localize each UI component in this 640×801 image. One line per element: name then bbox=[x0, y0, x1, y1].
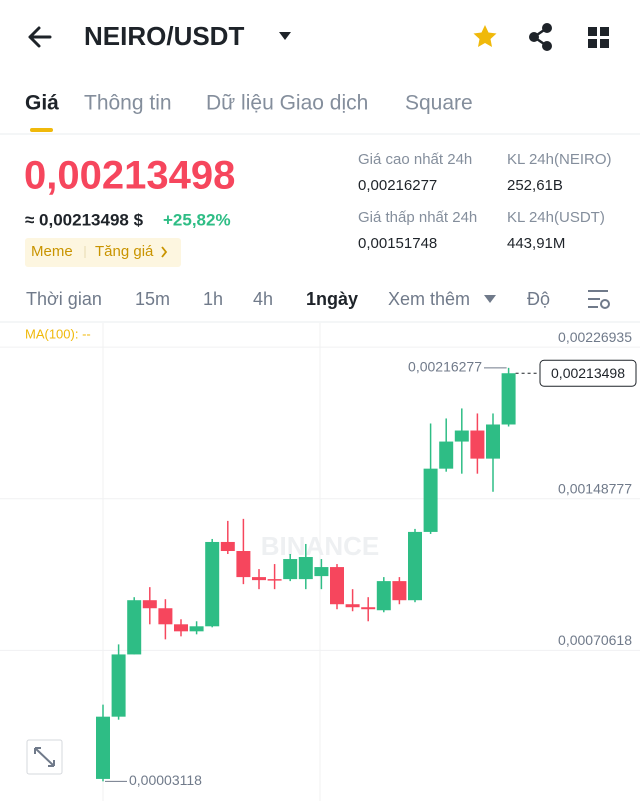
candle-body bbox=[96, 716, 110, 779]
tag-chevron bbox=[161, 246, 168, 258]
interval[interactable]: Xem thêm bbox=[388, 289, 470, 309]
favorite-star[interactable] bbox=[473, 25, 497, 47]
layout-button[interactable] bbox=[588, 27, 609, 48]
candle-body bbox=[376, 581, 391, 611]
last-price-label: 0,00213498 bbox=[551, 365, 625, 381]
candle-body bbox=[252, 577, 266, 581]
interval[interactable]: 1ngày bbox=[306, 289, 358, 309]
stat-value: 443,91M bbox=[507, 235, 565, 252]
y-tick-label: 0,00226935 bbox=[558, 329, 632, 345]
candle-body bbox=[111, 654, 126, 717]
tab-indicator bbox=[30, 128, 53, 132]
interval[interactable]: Thời gian bbox=[26, 289, 102, 309]
pair-dropdown[interactable] bbox=[279, 32, 291, 40]
watermark: BINANCE bbox=[261, 531, 379, 561]
candle-body bbox=[392, 581, 407, 601]
tag[interactable]: Tăng giá bbox=[95, 243, 154, 260]
low-marker-label: 0,00003118 bbox=[129, 772, 202, 788]
candle-body bbox=[283, 559, 298, 580]
candle-body bbox=[174, 624, 188, 632]
candle-body bbox=[267, 579, 282, 581]
candle-body bbox=[220, 541, 235, 552]
candle-body bbox=[142, 600, 157, 609]
candle-chart: 0,00226935 0,00148777 0,00070618 0,00216277… bbox=[0, 329, 640, 788]
candle-body bbox=[330, 567, 344, 605]
stat-value: 0,00216277 bbox=[358, 177, 437, 194]
tab[interactable]: Dữ liệu Giao dịch bbox=[206, 92, 368, 115]
stat-label: Giá thấp nhất 24h bbox=[358, 209, 477, 226]
back-button[interactable] bbox=[28, 26, 52, 48]
stat-label: KL 24h(USDT) bbox=[507, 209, 605, 226]
interval[interactable]: 4h bbox=[253, 289, 273, 309]
last-price: 0,00213498 bbox=[24, 154, 235, 198]
tab[interactable]: Giá bbox=[25, 92, 59, 115]
fullscreen-button[interactable] bbox=[26, 739, 63, 775]
tab[interactable]: Square bbox=[405, 92, 473, 115]
chart-settings[interactable] bbox=[588, 290, 610, 309]
stat-label: Giá cao nhất 24h bbox=[358, 151, 472, 168]
candle-body bbox=[236, 551, 251, 578]
stat-value: 252,61B bbox=[507, 177, 563, 194]
candle-body bbox=[314, 567, 329, 577]
interval[interactable]: 1h bbox=[203, 289, 223, 309]
price-fiat: ≈ 0,00213498 $ bbox=[25, 210, 144, 229]
tag-box bbox=[25, 238, 181, 267]
y-tick-label: 0,00148777 bbox=[558, 480, 632, 496]
price-change: +25,82% bbox=[163, 210, 231, 229]
pair-title[interactable]: NEIRO/USDT bbox=[84, 21, 244, 51]
last-price-box bbox=[539, 359, 637, 387]
indicator-label: MA(100): -- bbox=[25, 326, 91, 341]
tag[interactable]: Meme bbox=[31, 243, 73, 260]
interval[interactable]: 15m bbox=[135, 289, 170, 309]
candle-body bbox=[205, 541, 220, 627]
candle-body bbox=[454, 430, 469, 442]
high-marker-label: 0,00216277 bbox=[408, 359, 482, 375]
stat-label: KL 24h(NEIRO) bbox=[507, 151, 611, 168]
candle-body bbox=[127, 600, 142, 655]
candle-body bbox=[423, 468, 438, 532]
more-dropdown[interactable] bbox=[484, 295, 496, 303]
share-button[interactable] bbox=[529, 23, 552, 51]
stat-value: 0,00151748 bbox=[358, 235, 437, 252]
candle-body bbox=[439, 441, 454, 469]
candle-body bbox=[158, 608, 173, 625]
candle-body bbox=[189, 626, 204, 632]
y-tick-label: 0,00070618 bbox=[558, 632, 632, 648]
candle-body bbox=[501, 373, 516, 425]
candle-body bbox=[361, 607, 376, 610]
candle-body bbox=[470, 430, 485, 459]
candle-body bbox=[298, 557, 313, 580]
interval[interactable]: Độ bbox=[527, 289, 550, 309]
candle-body bbox=[345, 604, 360, 608]
candle-body bbox=[408, 531, 422, 601]
candle-body bbox=[486, 424, 500, 459]
tab[interactable]: Thông tin bbox=[84, 92, 172, 115]
